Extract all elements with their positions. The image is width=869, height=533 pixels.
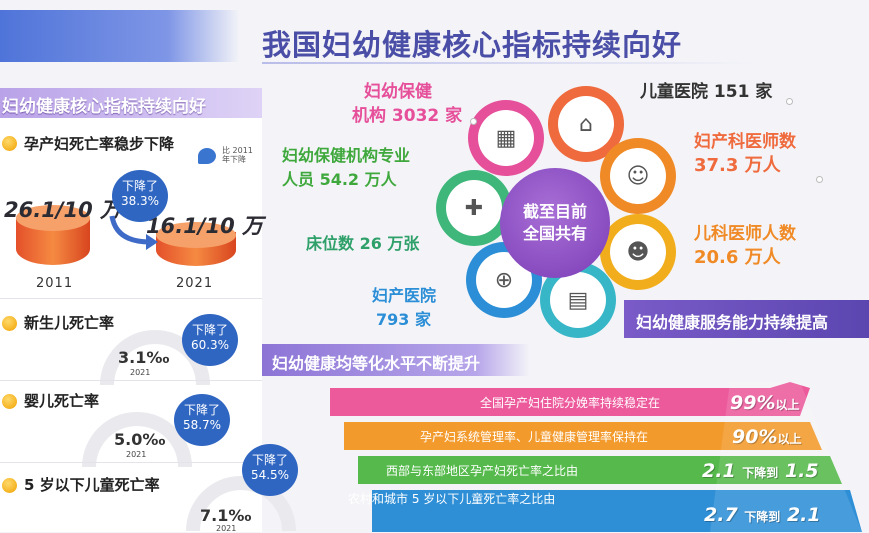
page-title: 我国妇幼健康核心指标持续向好 xyxy=(262,28,683,62)
equalization-banner: 妇幼健康均等化水平不断提升 xyxy=(262,344,530,376)
cylinder-2021 xyxy=(156,222,236,266)
pyramid-row-west-east: 西部与东部地区孕产妇死亡率之比由 xyxy=(386,464,579,478)
building-icon: ▦ xyxy=(478,110,534,166)
label-professional-staff: 妇幼保健机构专业 人员 54.2 万人 xyxy=(282,146,411,189)
neonatal-rate: 3.1‰ xyxy=(118,348,170,367)
under5-heading: 5 岁以下儿童死亡率 xyxy=(24,476,160,494)
infant-year: 2021 xyxy=(126,450,147,459)
pyramid-row-rural-urban: 农村和城市 5 岁以下儿童死亡率之比由 xyxy=(348,492,556,506)
bullet-icon xyxy=(2,478,17,493)
doctor-icon: ☻ xyxy=(610,224,666,280)
pyramid-value-rural-urban: 2.7 下降到 2.1 xyxy=(704,504,821,526)
year-2021-label: 2021 xyxy=(176,276,214,291)
maternal-drop-badge: 下降了 38.3% xyxy=(112,170,168,222)
pyramid-row-delivery: 全国孕产妇住院分娩率持续稳定在 xyxy=(480,396,661,410)
cylinder-2011 xyxy=(16,205,90,265)
maternal-value-2011: 26.1/10 万 xyxy=(4,198,122,222)
maternal-value-2021: 16.1/10 万 xyxy=(146,214,264,238)
maternal-note: 比 2011 年下降 xyxy=(222,146,253,164)
pyramid-value-delivery: 99%以上 xyxy=(730,392,800,414)
infant-rate: 5.0‰ xyxy=(114,430,166,449)
neonatal-drop-badge: 下降了 60.3% xyxy=(182,314,238,366)
label-beds: 床位数 26 万张 xyxy=(306,234,420,253)
divider xyxy=(0,462,262,463)
label-maternity-hospitals: 妇产医院 793 家 xyxy=(372,286,437,329)
pyramid-graphic xyxy=(330,382,862,532)
connector-dot xyxy=(786,98,793,105)
petal-staff: ✚ xyxy=(436,170,512,246)
year-2011-label: 2011 xyxy=(36,276,74,291)
under5-rate: 7.1‰ xyxy=(200,506,252,525)
title-underline xyxy=(262,62,762,64)
infant-drop-badge: 下降了 58.7% xyxy=(174,394,230,446)
pyramid-value-west-east: 2.1 下降到 1.5 xyxy=(702,460,819,482)
petal-pediatricians: ☻ xyxy=(600,214,676,290)
center-circle: 截至目前 全国共有 xyxy=(500,168,610,278)
neonatal-heading: 新生儿死亡率 xyxy=(24,314,115,332)
pyramid-row-management: 孕产妇系统管理率、儿童健康管理率保持在 xyxy=(420,430,649,444)
bullet-icon xyxy=(2,394,17,409)
label-mch-institutions: 妇幼保健 机构 3032 家 xyxy=(352,82,463,126)
label-ob-gyn-doctors: 妇产科医师数 37.3 万人 xyxy=(694,132,796,176)
connector-dot xyxy=(816,176,823,183)
under5-drop-badge: 下降了 54.5% xyxy=(242,444,298,496)
bullet-icon xyxy=(2,316,17,331)
petal-maternal-child-institutions: ▦ xyxy=(468,100,544,176)
capacity-banner: 妇幼健康服务能力持续提高 xyxy=(624,300,869,338)
connector-dot xyxy=(470,118,477,125)
pyramid-value-management: 90%以上 xyxy=(732,426,802,448)
header-banner xyxy=(0,10,240,62)
label-pediatricians: 儿科医师人数 20.6 万人 xyxy=(694,224,796,268)
clinic-icon: ▤ xyxy=(550,272,606,328)
speech-bubble-icon xyxy=(198,148,216,164)
left-section-title: 妇幼健康核心指标持续向好 xyxy=(0,88,262,118)
infant-heading: 婴儿死亡率 xyxy=(24,392,100,410)
petal-ob-gyn-doctors: ☺ xyxy=(600,138,676,214)
neonatal-year: 2021 xyxy=(130,368,151,377)
divider xyxy=(0,298,262,299)
under5-year: 2021 xyxy=(216,524,237,533)
bullet-icon xyxy=(2,136,17,151)
divider xyxy=(0,380,262,381)
label-childrens-hospitals: 儿童医院 151 家 xyxy=(640,82,773,102)
curved-arrow-icon xyxy=(109,215,158,250)
medic-icon: ✚ xyxy=(446,180,502,236)
maternal-heading: 孕产妇死亡率稳步下降 xyxy=(24,135,175,153)
nurse-icon: ☺ xyxy=(610,148,666,204)
hospital-icon: ⌂ xyxy=(558,96,614,152)
